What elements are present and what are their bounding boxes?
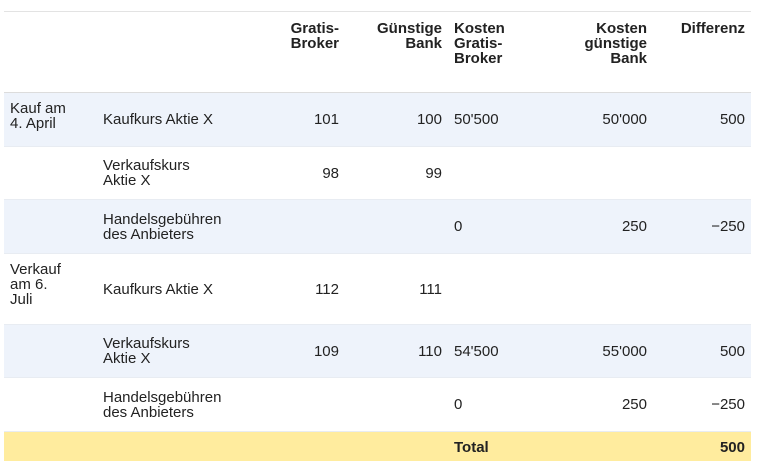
cell-difference: 500 — [653, 93, 751, 147]
cell-difference — [653, 254, 751, 325]
cell-free-broker-price — [257, 378, 345, 432]
total-empty-cell — [97, 432, 257, 461]
cell-free-broker-price: 98 — [257, 147, 345, 200]
cell-cost-free-broker: 50'500 — [448, 93, 541, 147]
cell-cheap-bank-price: 111 — [345, 254, 448, 325]
cell-cost-cheap-bank — [541, 147, 653, 200]
cell-free-broker-price — [257, 200, 345, 254]
header-cell-difference: Differenz — [653, 12, 751, 93]
cell-cheap-bank-price: 100 — [345, 93, 448, 147]
cell-cost-free-broker: 0 — [448, 200, 541, 254]
cell-cost-free-broker — [448, 147, 541, 200]
cell-cheap-bank-price: 99 — [345, 147, 448, 200]
total-row: Total 500 — [4, 432, 751, 461]
cell-cost-cheap-bank: 55'000 — [541, 325, 653, 378]
total-value: 500 — [653, 432, 751, 461]
cell-item: Kaufkurs Aktie X — [97, 93, 257, 147]
cell-cost-cheap-bank — [541, 254, 653, 325]
cell-free-broker-price: 109 — [257, 325, 345, 378]
cell-cheap-bank-price — [345, 200, 448, 254]
cell-cost-cheap-bank: 250 — [541, 200, 653, 254]
total-empty-cell — [4, 432, 97, 461]
cell-cost-free-broker: 0 — [448, 378, 541, 432]
cell-cost-cheap-bank: 250 — [541, 378, 653, 432]
cell-cost-cheap-bank: 50'000 — [541, 93, 653, 147]
header-cell-free-broker: Gratis-Broker — [257, 12, 345, 93]
total-empty-cell — [541, 432, 653, 461]
cell-event — [4, 200, 97, 254]
cell-difference: 500 — [653, 325, 751, 378]
cell-event — [4, 147, 97, 200]
cell-event — [4, 325, 97, 378]
cell-free-broker-price: 112 — [257, 254, 345, 325]
cell-item: Kaufkurs Aktie X — [97, 254, 257, 325]
header-cell-event — [4, 12, 97, 93]
total-empty-cell — [257, 432, 345, 461]
cell-cheap-bank-price: 110 — [345, 325, 448, 378]
cell-difference: −250 — [653, 378, 751, 432]
cell-cheap-bank-price — [345, 378, 448, 432]
total-empty-cell — [345, 432, 448, 461]
cell-difference — [653, 147, 751, 200]
cell-event — [4, 378, 97, 432]
cell-cost-free-broker — [448, 254, 541, 325]
total-label: Total — [448, 432, 541, 461]
header-cell-item — [97, 12, 257, 93]
cell-difference: −250 — [653, 200, 751, 254]
cell-free-broker-price: 101 — [257, 93, 345, 147]
cell-cost-free-broker: 54'500 — [448, 325, 541, 378]
